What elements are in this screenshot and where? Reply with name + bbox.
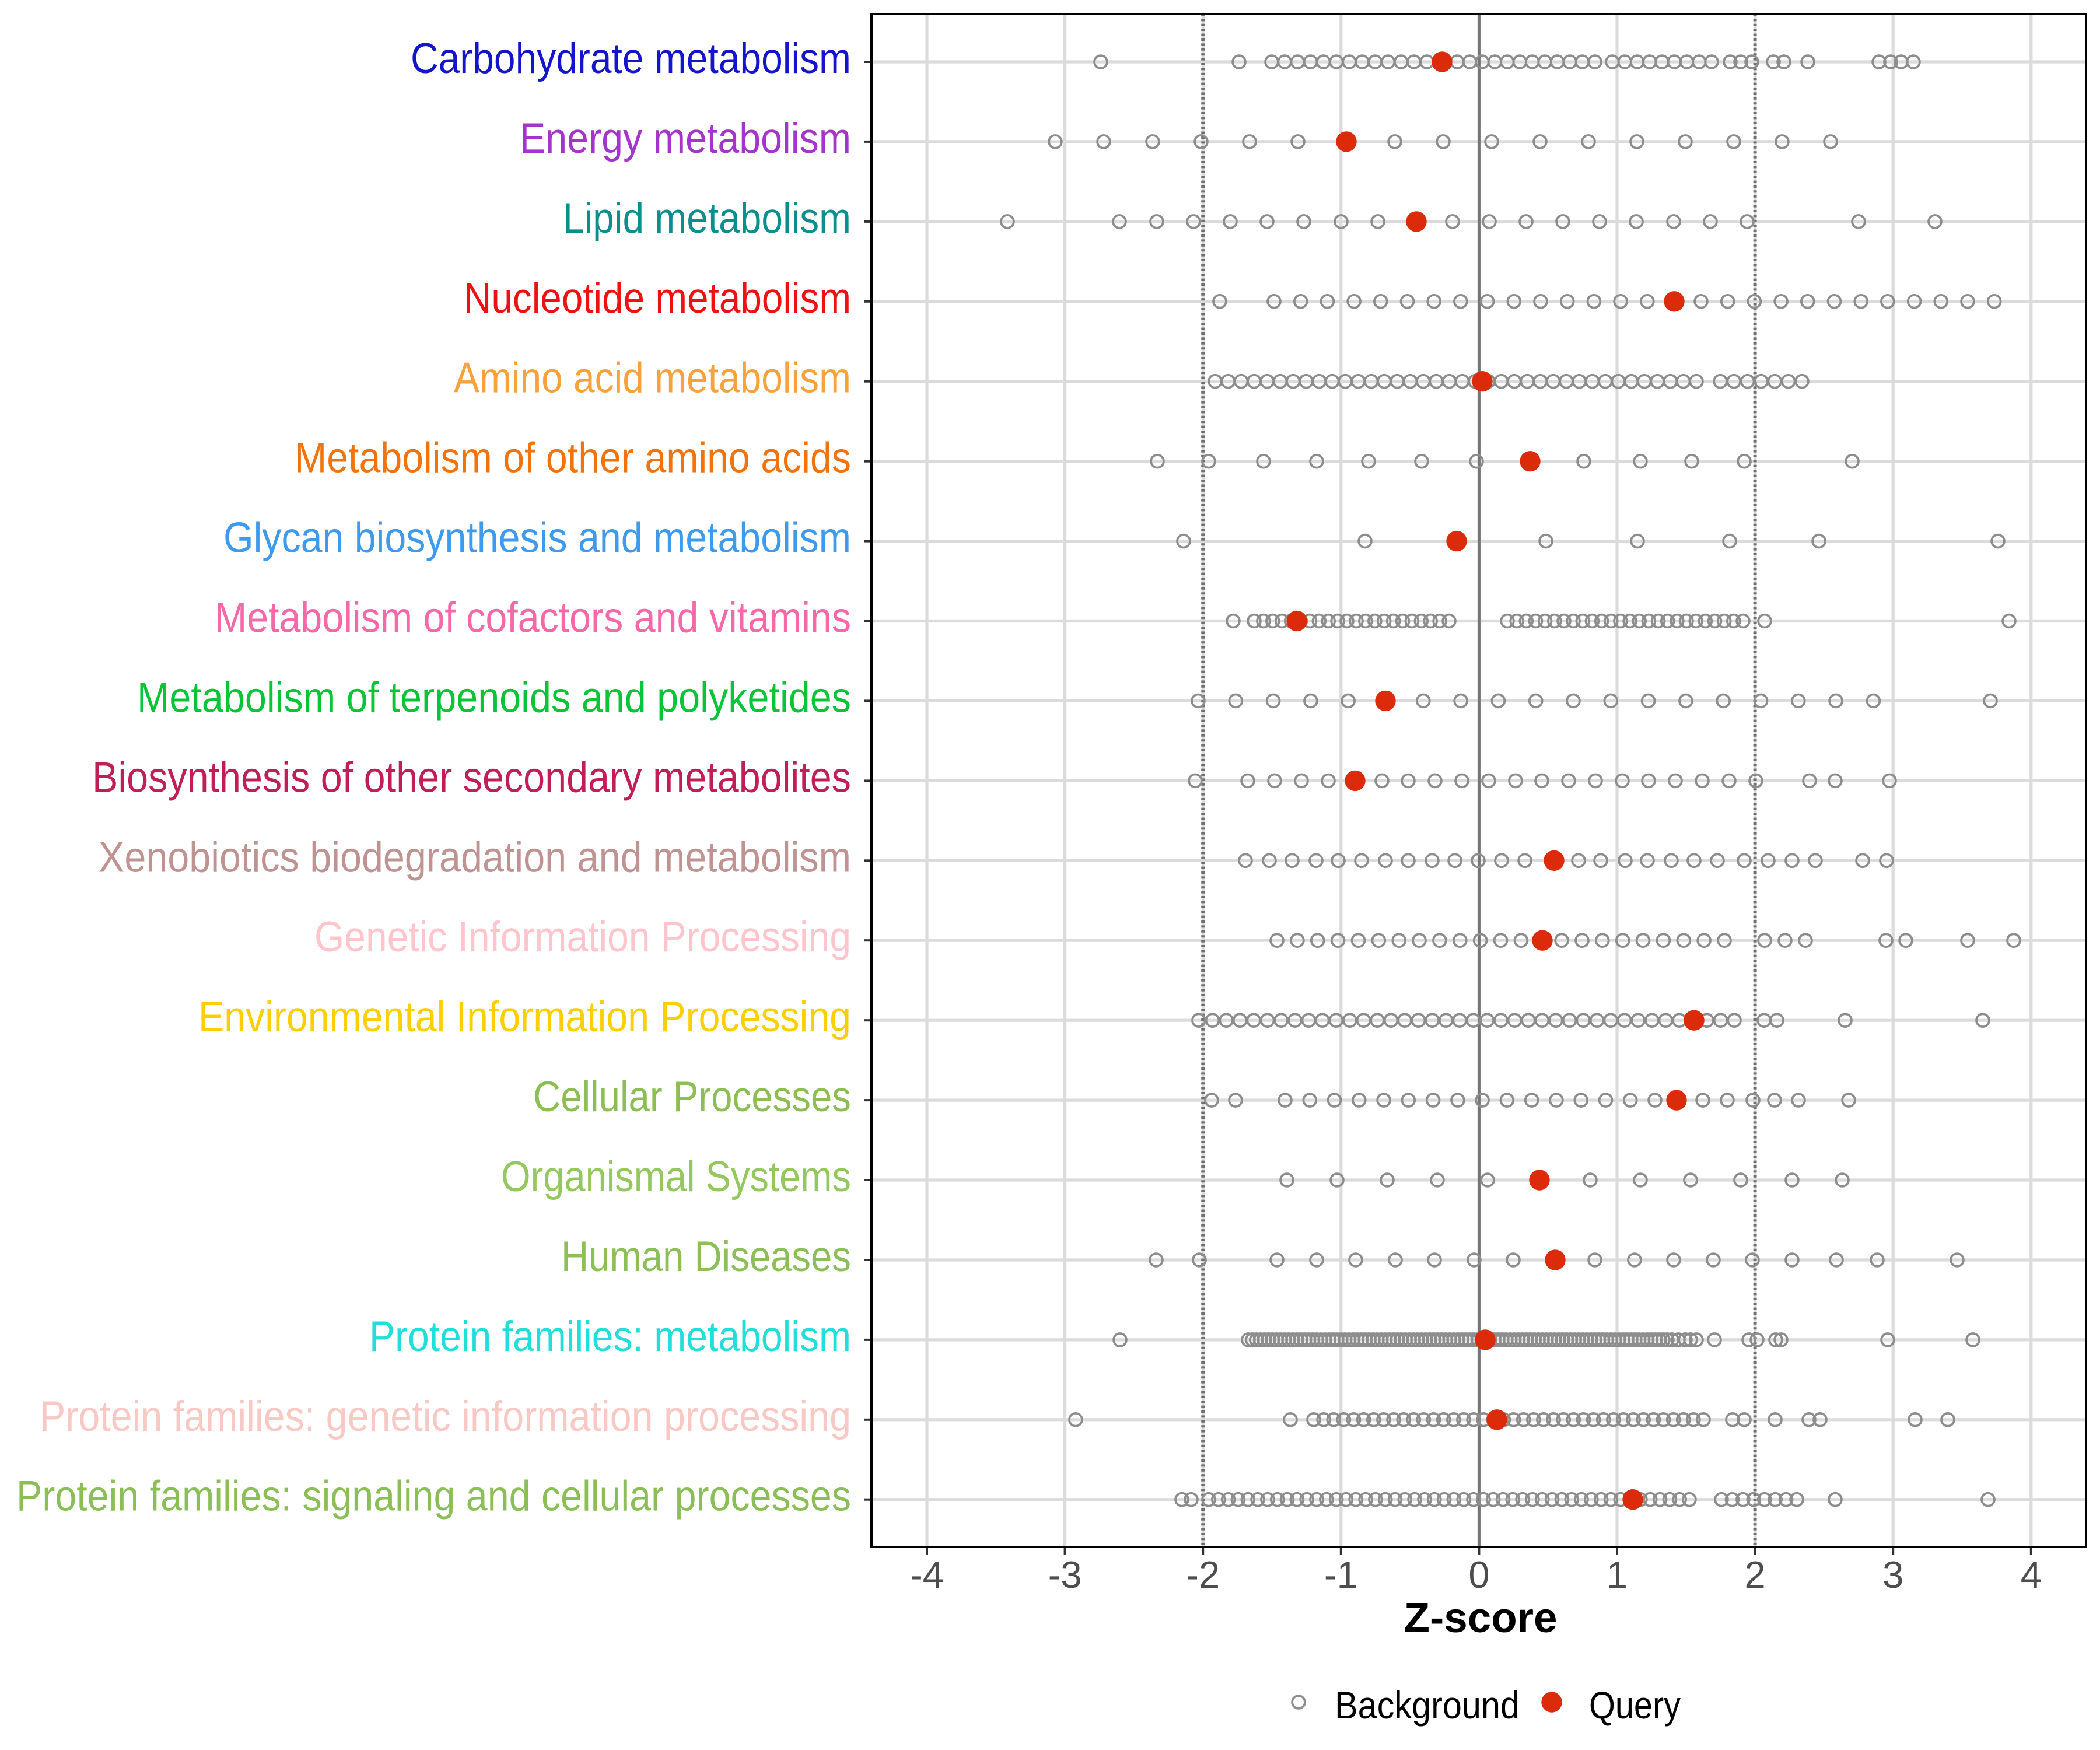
svg-text:Environmental Information Proc: Environmental Information Processing	[198, 993, 851, 1041]
svg-text:Protein families: genetic info: Protein families: genetic information pr…	[40, 1393, 851, 1440]
svg-text:-1: -1	[1324, 1553, 1358, 1596]
svg-text:-4: -4	[910, 1553, 944, 1596]
svg-text:Background: Background	[1335, 1684, 1520, 1727]
svg-text:Lipid metabolism: Lipid metabolism	[563, 195, 851, 242]
svg-text:Z-score: Z-score	[1404, 1595, 1558, 1642]
svg-text:4: 4	[2021, 1553, 2042, 1596]
svg-text:3: 3	[1882, 1553, 1903, 1596]
svg-text:Glycan biosynthesis and metabo: Glycan biosynthesis and metabolism	[223, 514, 851, 562]
svg-text:Energy metabolism: Energy metabolism	[520, 115, 851, 162]
svg-text:Amino acid metabolism: Amino acid metabolism	[454, 355, 851, 402]
svg-text:2: 2	[1745, 1553, 1766, 1596]
svg-text:Human Diseases: Human Diseases	[561, 1233, 851, 1280]
svg-text:-3: -3	[1048, 1553, 1082, 1596]
svg-text:Organismal Systems: Organismal Systems	[501, 1153, 851, 1200]
svg-text:Metabolism of terpenoids and p: Metabolism of terpenoids and polyketides	[137, 674, 851, 721]
svg-text:Nucleotide metabolism: Nucleotide metabolism	[464, 275, 851, 322]
svg-text:0: 0	[1468, 1553, 1489, 1596]
svg-text:1: 1	[1606, 1553, 1628, 1596]
svg-text:Carbohydrate metabolism: Carbohydrate metabolism	[411, 35, 851, 82]
svg-text:-2: -2	[1186, 1553, 1220, 1596]
svg-text:Biosynthesis of other secondar: Biosynthesis of other secondary metaboli…	[92, 754, 851, 801]
svg-text:Genetic Information Processing: Genetic Information Processing	[314, 914, 851, 961]
svg-text:Protein families: metabolism: Protein families: metabolism	[369, 1313, 851, 1360]
svg-text:Query: Query	[1589, 1684, 1681, 1727]
svg-text:Protein families: signaling an: Protein families: signaling and cellular…	[16, 1473, 851, 1520]
svg-text:Cellular Processes: Cellular Processes	[533, 1073, 851, 1121]
svg-text:Metabolism of other amino acid: Metabolism of other amino acids	[295, 435, 851, 482]
svg-text:Xenobiotics biodegradation and: Xenobiotics biodegradation and metabolis…	[99, 834, 851, 881]
svg-text:Metabolism of cofactors and vi: Metabolism of cofactors and vitamins	[215, 594, 851, 642]
